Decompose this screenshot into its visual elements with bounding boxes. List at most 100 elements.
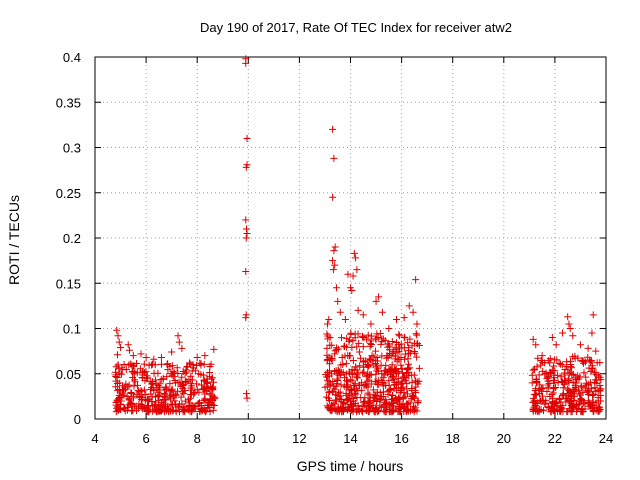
data-point — [349, 272, 357, 280]
data-point — [113, 374, 121, 382]
data-point — [114, 332, 122, 340]
data-point — [592, 369, 600, 377]
data-point — [548, 391, 556, 399]
data-point — [127, 389, 135, 397]
data-point — [532, 375, 540, 383]
data-point — [404, 364, 412, 372]
data-point — [581, 405, 589, 413]
data-point — [325, 389, 333, 397]
data-point — [122, 385, 130, 393]
data-point — [584, 397, 592, 405]
data-point — [363, 377, 371, 385]
data-point — [565, 375, 573, 383]
data-point — [386, 400, 394, 408]
x-tick-label: 24 — [599, 431, 613, 446]
data-point — [357, 354, 365, 362]
data-point — [193, 380, 201, 388]
data-point — [364, 389, 372, 397]
data-point — [190, 390, 198, 398]
data-point — [408, 342, 416, 350]
data-point — [588, 362, 596, 370]
data-point — [414, 380, 422, 388]
data-point — [125, 346, 133, 354]
y-tick-label: 0 — [74, 412, 81, 427]
data-point — [404, 355, 412, 363]
data-point — [354, 306, 362, 314]
data-point — [386, 346, 394, 354]
data-point — [130, 370, 138, 378]
y-tick-label: 0.25 — [56, 186, 81, 201]
data-point — [387, 395, 395, 403]
data-point — [392, 386, 400, 394]
data-point — [569, 404, 577, 412]
data-point — [365, 355, 373, 363]
data-point — [175, 338, 183, 346]
data-point — [535, 386, 543, 394]
data-point — [558, 361, 566, 369]
data-point — [137, 350, 145, 358]
data-point — [134, 381, 142, 389]
data-point — [358, 386, 366, 394]
data-point — [178, 344, 186, 352]
data-point — [210, 401, 218, 409]
data-point — [360, 368, 368, 376]
data-point — [397, 380, 405, 388]
data-point — [180, 390, 188, 398]
data-point — [150, 355, 158, 363]
data-point — [181, 408, 189, 416]
x-tick-label: 14 — [343, 431, 357, 446]
data-point — [406, 335, 414, 343]
data-point — [130, 402, 138, 410]
data-point — [199, 371, 207, 379]
data-point — [390, 406, 398, 414]
data-point — [348, 286, 356, 294]
data-point — [118, 370, 126, 378]
data-point — [539, 367, 547, 375]
data-point — [173, 364, 181, 372]
data-point — [129, 407, 137, 415]
data-point — [350, 402, 358, 410]
data-point — [354, 374, 362, 382]
data-point — [559, 384, 567, 392]
data-point — [574, 354, 582, 362]
data-point — [337, 361, 345, 369]
data-point — [584, 353, 592, 361]
data-point — [350, 382, 358, 390]
data-point — [113, 380, 121, 388]
data-point — [384, 353, 392, 361]
x-tick-label: 6 — [142, 431, 149, 446]
data-point — [585, 402, 593, 410]
data-point — [401, 334, 409, 342]
data-point — [200, 386, 208, 394]
data-point — [367, 380, 375, 388]
data-point — [378, 370, 386, 378]
data-point — [201, 408, 209, 416]
data-point — [198, 381, 206, 389]
data-point — [338, 354, 346, 362]
data-point — [321, 383, 329, 391]
data-point — [344, 270, 352, 278]
x-tick-label: 20 — [497, 431, 511, 446]
data-point — [378, 308, 386, 316]
data-point — [529, 366, 537, 374]
data-point — [588, 402, 596, 410]
data-point — [565, 320, 573, 328]
data-point — [156, 407, 164, 415]
data-point — [351, 330, 359, 338]
data-point — [208, 374, 216, 382]
data-point — [595, 407, 603, 415]
data-point — [351, 390, 359, 398]
data-point — [147, 386, 155, 394]
x-axis-label: GPS time / hours — [297, 458, 404, 474]
data-point — [572, 385, 580, 393]
data-point — [326, 334, 334, 342]
data-point — [242, 314, 250, 322]
data-point — [375, 407, 383, 415]
data-point — [377, 393, 385, 401]
data-point — [413, 331, 421, 339]
data-point — [144, 395, 152, 403]
data-point — [587, 368, 595, 376]
data-point — [537, 357, 545, 365]
data-point — [116, 369, 124, 377]
data-point — [368, 332, 376, 340]
